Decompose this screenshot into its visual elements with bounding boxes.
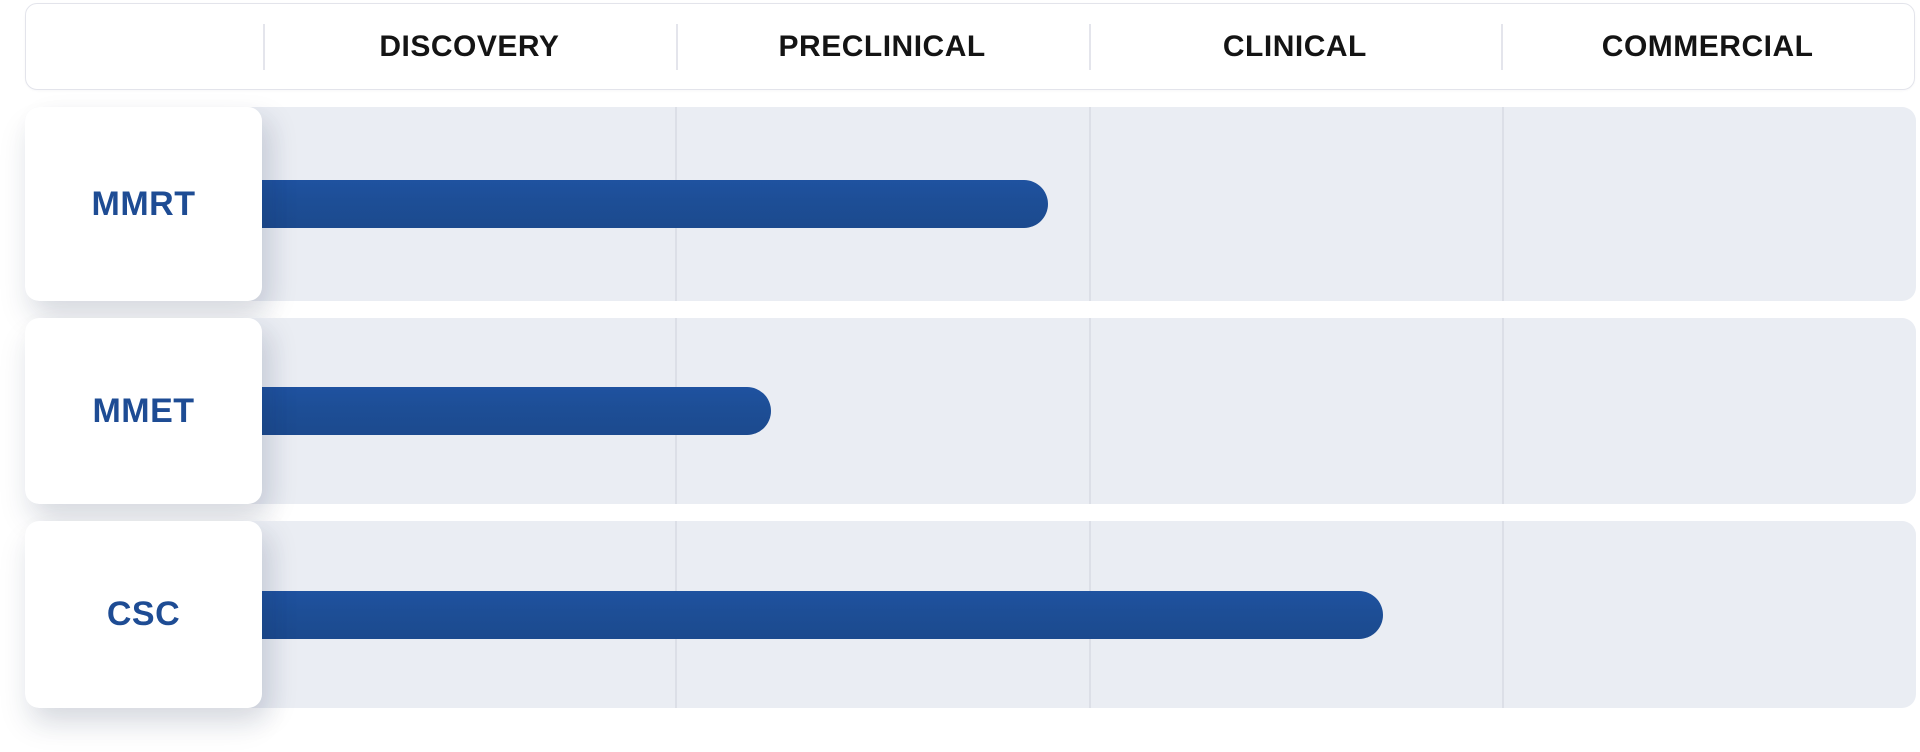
program-label: CSC <box>106 595 181 633</box>
stage-gridline <box>1089 107 1091 301</box>
program-label-card: MMRT <box>25 107 262 301</box>
stage-gridline <box>1502 318 1504 504</box>
header-divider <box>1501 23 1504 70</box>
stage-label: COMMERCIAL <box>1601 29 1814 63</box>
header-stage-preclinical: PRECLINICAL <box>675 4 1089 89</box>
stage-header: DISCOVERY PRECLINICAL CLINICAL COMMERCIA… <box>25 3 1915 90</box>
progress-bar-csc <box>262 590 1383 639</box>
progress-bar-mmet <box>262 387 771 435</box>
stage-label: DISCOVERY <box>379 29 560 63</box>
program-label-card: CSC <box>25 521 262 708</box>
stage-gridline <box>1089 318 1091 504</box>
header-stage-commercial: COMMERCIAL <box>1501 4 1914 89</box>
stage-gridline <box>1502 521 1504 708</box>
header-divider <box>263 23 265 70</box>
header-divider <box>675 23 678 70</box>
progress-bar-mmrt <box>262 180 1048 228</box>
header-divider <box>1088 23 1091 70</box>
stage-gridline <box>1502 107 1504 301</box>
program-label-card: MMET <box>25 318 262 504</box>
pipeline-row-mmet: MMET <box>25 318 1916 504</box>
pipeline-row-mmrt: MMRT <box>25 107 1916 301</box>
stage-label: CLINICAL <box>1222 29 1367 63</box>
program-label: MMET <box>92 391 195 430</box>
stage-label: PRECLINICAL <box>778 29 986 63</box>
pipeline-row-csc: CSC <box>25 521 1916 708</box>
header-stage-discovery: DISCOVERY <box>263 4 676 89</box>
header-stage-clinical: CLINICAL <box>1088 4 1502 89</box>
header-label-spacer <box>26 4 263 89</box>
program-label: MMRT <box>91 184 196 223</box>
